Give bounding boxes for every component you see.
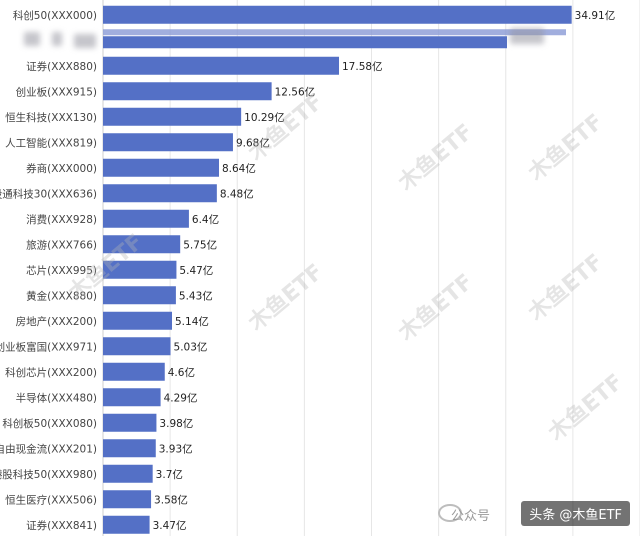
redaction-blur	[510, 28, 544, 44]
data-label: 34.91亿	[575, 9, 616, 22]
data-label: 5.75亿	[183, 238, 217, 251]
data-label: 4.29亿	[164, 391, 198, 404]
bar	[103, 362, 165, 381]
bar	[103, 133, 233, 152]
data-label: 8.48亿	[220, 187, 254, 200]
category-label: 恒生科技(XXX130)	[5, 111, 97, 124]
category-label: 房地产(XXX200)	[16, 315, 97, 328]
data-label: 17.58亿	[342, 60, 383, 73]
bar	[103, 439, 156, 458]
category-label: 黄金(XXX880)	[26, 289, 97, 302]
category-label: 人工智能(XXX819)	[5, 136, 97, 149]
bar	[103, 158, 219, 177]
data-label: 3.7亿	[156, 468, 183, 481]
category-label: 港股通科技30(XXX636)	[0, 187, 97, 200]
data-label: 12.56亿	[275, 85, 316, 98]
bar	[103, 464, 153, 483]
bar	[103, 260, 177, 279]
data-label: 6.4亿	[192, 213, 219, 226]
category-label: 创业板富国(XXX971)	[0, 340, 97, 353]
bar	[103, 337, 171, 356]
bar	[103, 413, 157, 432]
data-label: 5.47亿	[179, 264, 213, 277]
bar	[103, 388, 161, 407]
data-label: 3.58亿	[154, 493, 188, 506]
category-label: 科创板50(XXX080)	[2, 417, 97, 430]
bar	[103, 5, 572, 24]
category-label: 半导体(XXX480)	[16, 391, 97, 404]
category-label: 芯片(XXX995)	[26, 264, 97, 277]
redaction-blur	[52, 32, 62, 46]
data-label: 3.93亿	[159, 442, 193, 455]
data-label: 9.68亿	[236, 136, 270, 149]
bar	[103, 286, 176, 305]
data-label: 5.03亿	[174, 340, 208, 353]
bar	[103, 515, 150, 534]
category-label: 科创芯片(XXX200)	[5, 366, 97, 379]
category-label: 证券(XXX880)	[26, 60, 97, 73]
redaction-blur	[24, 32, 40, 46]
category-label: 自由现金流(XXX201)	[0, 442, 97, 455]
source-credit: 头条 @木鱼ETF	[521, 501, 630, 526]
category-label: 恒生医疗(XXX506)	[5, 493, 97, 506]
bar	[103, 107, 242, 126]
data-label: 3.47亿	[153, 519, 187, 532]
category-label: 科创50(XXX000)	[13, 9, 97, 22]
data-label: 5.43亿	[179, 289, 213, 302]
wechat-icon	[438, 504, 462, 522]
category-label: 券商(XXX000)	[26, 162, 97, 175]
bar	[103, 184, 217, 203]
data-label: 5.14亿	[175, 315, 209, 328]
bar	[103, 56, 340, 75]
bar	[103, 311, 173, 330]
data-label: 10.29亿	[244, 111, 285, 124]
category-label: 旅游(XXX766)	[26, 238, 97, 251]
wechat-watermark-text: 公众号	[450, 509, 490, 524]
redaction-blur	[74, 34, 96, 48]
data-label: 8.64亿	[222, 162, 256, 175]
redacted-bar-top	[103, 29, 566, 36]
bar	[103, 235, 181, 254]
category-label: 消费(XXX928)	[26, 213, 97, 226]
category-label: 港股科技50(XXX980)	[0, 468, 97, 481]
bar	[103, 490, 152, 509]
data-label: 3.98亿	[159, 417, 193, 430]
bar	[103, 82, 272, 101]
category-label: 证券(XXX841)	[26, 519, 97, 532]
redacted-bar	[103, 36, 507, 49]
bar	[103, 209, 189, 228]
category-label: 创业板(XXX915)	[16, 85, 97, 98]
data-label: 4.6亿	[168, 366, 195, 379]
